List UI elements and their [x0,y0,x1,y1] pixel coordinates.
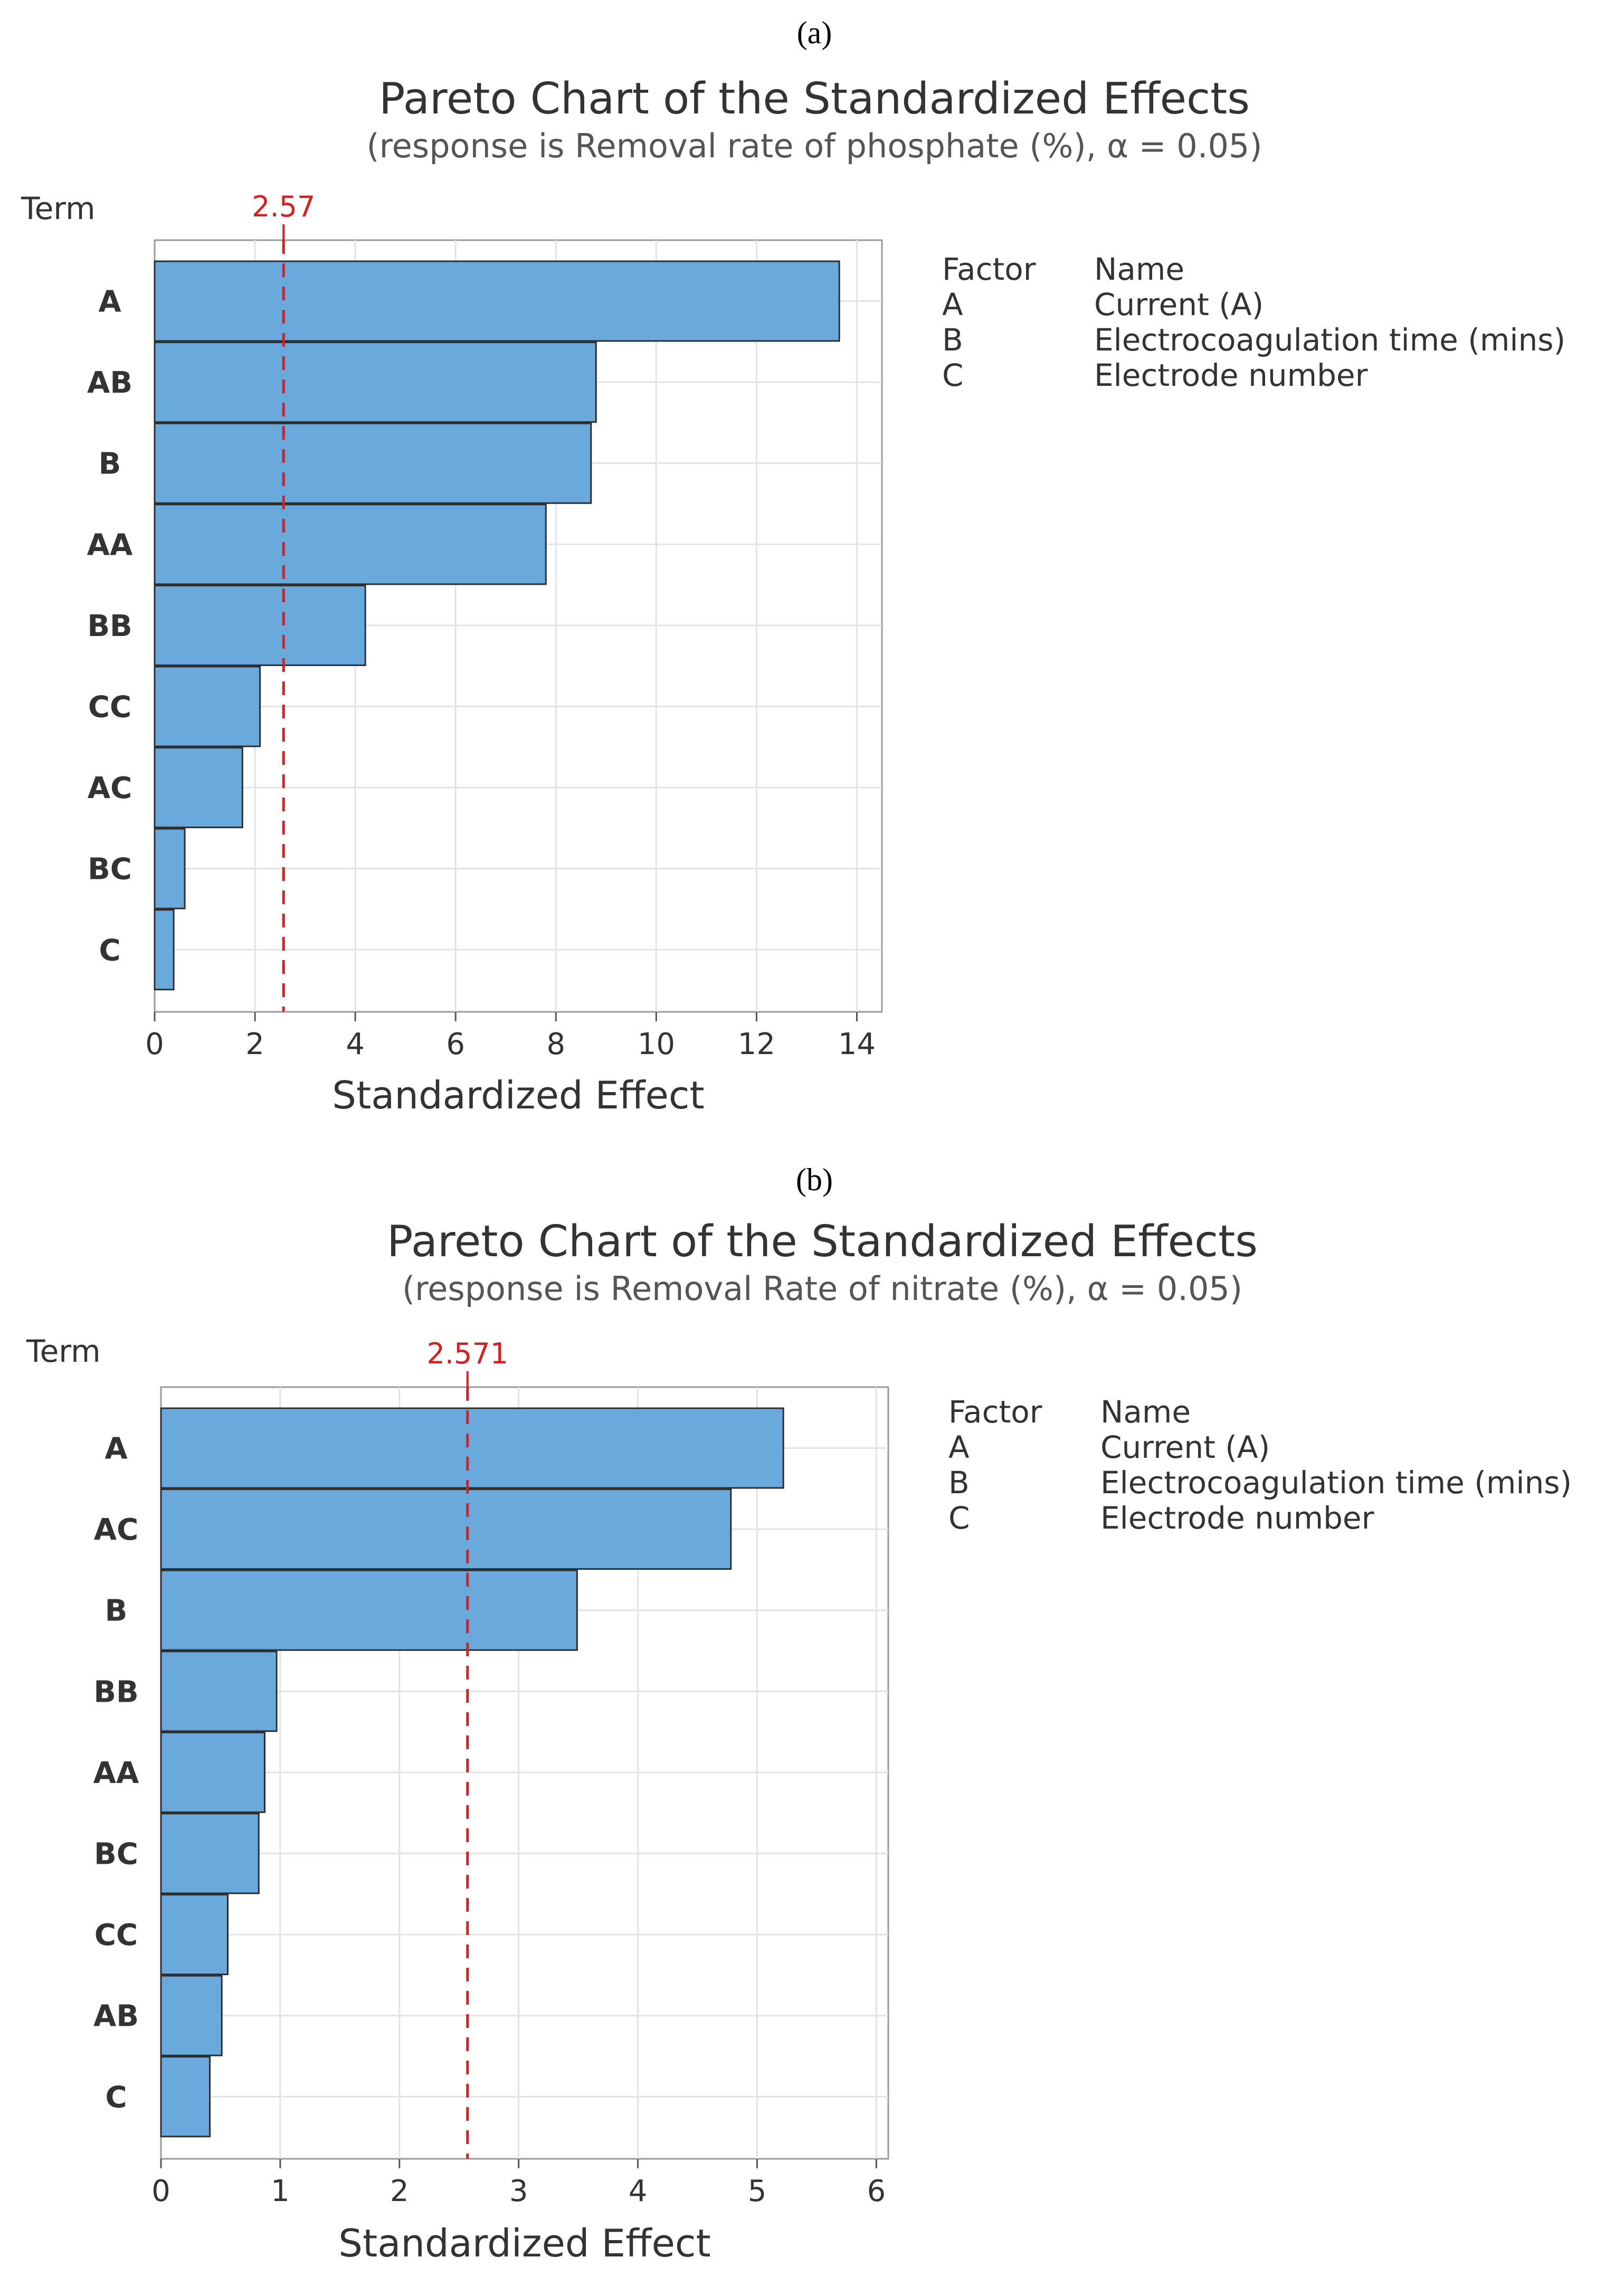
legend-name-a-a: Current (A) [1094,287,1264,322]
category-label: B [99,447,121,481]
category-label: BB [93,1675,138,1709]
category-label: CC [94,1918,138,1952]
bar-cc [154,666,261,747]
category-label: A [98,285,121,319]
x-tick-label: 6 [446,1027,465,1061]
panel-label-a: (a) [797,15,832,50]
chart-title-b: Pareto Chart of the Standardized Effects [387,1217,1258,1267]
bar-aa [154,504,547,585]
category-label: BC [94,1837,138,1872]
x-tick-label: 0 [151,2174,170,2208]
legend-factor-c-a: C [942,357,964,393]
x-axis-label-a: Standardized Effect [332,1073,704,1117]
x-tick-label: 10 [638,1027,675,1061]
legend-factor-a-a: A [942,287,963,322]
legend-header-name-a: Name [1094,251,1184,287]
legend-factor-b-b: B [948,1465,970,1501]
legend-header-name-b: Name [1100,1394,1191,1430]
bar-b [160,1569,578,1651]
x-ticks-a: 0 2 4 6 8 10 12 14 [145,1012,876,1061]
x-tick-label: 5 [748,2174,767,2208]
chart-panel-b: (b) Pareto Chart of the Standardized Eff… [26,1162,1572,2265]
bar-ac [160,1488,732,1570]
bar-a [154,260,840,342]
legend-header-factor-a: Factor [942,251,1036,287]
legend-factor-b-a: B [942,322,963,358]
panel-label-b: (b) [796,1162,833,1197]
bars-b [160,1407,784,2138]
factor-legend-b: Factor Name A Current (A) B Electrocoagu… [948,1394,1572,1536]
x-tick-label: 0 [145,1027,164,1061]
legend-name-a-b: Current (A) [1100,1429,1270,1465]
x-tick-label: 14 [838,1027,876,1061]
x-tick-label: 8 [546,1027,565,1061]
x-tick-label: 3 [509,2174,528,2208]
x-tick-label: 2 [390,2174,409,2208]
bar-bb [154,584,366,666]
legend-name-c-b: Electrode number [1100,1500,1374,1536]
legend-factor-a-b: A [948,1429,970,1465]
bar-ac [154,747,243,829]
category-label: AC [88,771,132,805]
category-label: C [99,933,120,967]
bar-c [154,909,175,991]
reference-line-b: 2.571 [426,1337,508,2159]
x-tick-label: 6 [867,2174,886,2208]
legend-header-factor-b: Factor [948,1394,1042,1430]
category-label: A [105,1432,128,1466]
legend-name-b-b: Electrocoagulation time (mins) [1100,1465,1572,1501]
reference-label: 2.571 [426,1337,508,1370]
bar-ab [160,1975,223,2056]
bar-a [160,1407,784,1489]
legend-name-b-a: Electrocoagulation time (mins) [1094,322,1565,358]
category-label: AC [94,1513,138,1547]
category-label: BB [87,609,132,643]
legend-factor-c-b: C [948,1500,970,1536]
x-tick-label: 1 [271,2174,290,2208]
bar-bc [160,1813,260,1894]
x-tick-label: 4 [346,1027,365,1061]
x-ticks-b: 0 1 2 3 4 5 6 [151,2159,886,2208]
chart-subtitle-a: (response is Removal rate of phosphate (… [366,127,1262,165]
chart-subtitle-b: (response is Removal Rate of nitrate (%)… [402,1269,1242,1308]
category-label: C [105,2080,127,2114]
category-label: BC [88,852,132,887]
bar-bb [160,1651,278,1732]
x-tick-label: 12 [738,1027,775,1061]
bar-c [160,2056,211,2138]
chart-panel-a: (a) Pareto Chart of the Standardized Eff… [21,15,1565,1117]
bar-aa [160,1731,266,1813]
category-label: B [105,1594,128,1628]
chart-title-a: Pareto Chart of the Standardized Effects [379,74,1250,124]
bar-ab [154,342,597,423]
y-axis-label-a: Term [21,191,96,226]
legend-name-c-a: Electrode number [1094,357,1368,393]
bar-cc [160,1894,229,1976]
x-tick-label: 2 [245,1027,264,1061]
bars-a [154,260,840,991]
category-label: AB [93,1999,139,2034]
x-axis-label-b: Standardized Effect [338,2221,710,2265]
bar-bc [154,828,186,909]
category-label: AA [87,528,133,562]
reference-line-a: 2.57 [252,190,315,1012]
bar-b [154,422,592,504]
category-label: CC [88,690,131,725]
y-axis-label-b: Term [26,1333,101,1369]
reference-label: 2.57 [252,190,315,223]
x-tick-label: 4 [629,2174,648,2208]
category-label: AB [87,366,132,400]
category-label: AA [93,1756,139,1790]
factor-legend-a: Factor Name A Current (A) B Electrocoagu… [942,251,1565,393]
